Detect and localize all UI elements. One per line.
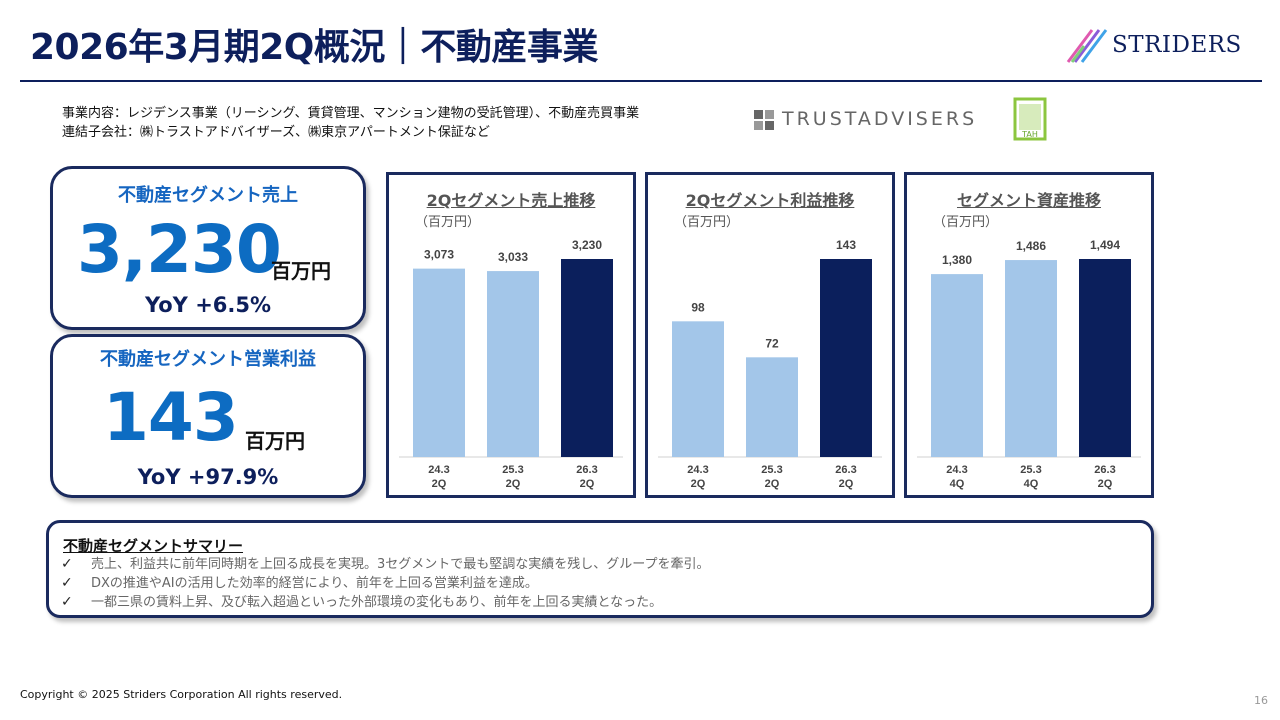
summary-item: ✓ 売上、利益共に前年同時期を上回る成長を実現。3セグメントで最も堅調な実績を残し… bbox=[61, 555, 710, 574]
striders-logo-icon bbox=[1066, 29, 1108, 63]
data-label: 1,380 bbox=[942, 253, 972, 267]
category-label: 25.3 bbox=[1020, 464, 1041, 476]
striders-logo: STRIDERS bbox=[1066, 26, 1256, 66]
data-label: 3,033 bbox=[498, 250, 528, 264]
tah-logo-text: TAH bbox=[1021, 130, 1038, 139]
page-number: 16 bbox=[1254, 694, 1268, 707]
data-label: 143 bbox=[836, 238, 856, 252]
category-label: 2Q bbox=[839, 478, 854, 490]
chart-title: セグメント資産推移 bbox=[956, 191, 1101, 210]
kpi-sales-yoy: YoY +6.5% bbox=[144, 293, 272, 317]
copyright: Copyright © 2025 Striders Corporation Al… bbox=[20, 688, 343, 701]
trust-advisers-logo-text: TRUSTADVISERS bbox=[782, 108, 978, 130]
chart-panel-sales: 2Qセグメント売上推移 （百万円） 3,073 24.3 2Q 3,033 25.3 2Q… bbox=[386, 172, 636, 498]
title-divider bbox=[20, 80, 1262, 82]
bar bbox=[672, 321, 724, 457]
kpi-profit-yoy: YoY +97.9% bbox=[137, 465, 279, 489]
summary-item: ✓ DXの推進やAIの活用した効率的経営により、前年を上回る営業利益を達成。 bbox=[61, 574, 710, 593]
category-label: 4Q bbox=[1024, 478, 1039, 490]
subsidiaries-line: 連結子会社：㈱トラストアドバイザーズ、㈱東京アパートメント保証など bbox=[62, 125, 490, 140]
trust-advisers-logo: TRUSTADVISERS bbox=[754, 108, 984, 132]
summary-title: 不動産セグメントサマリー bbox=[63, 537, 244, 555]
bar bbox=[1079, 259, 1131, 457]
chart-unit: （百万円） bbox=[674, 215, 740, 230]
check-icon: ✓ bbox=[61, 556, 73, 572]
category-label: 2Q bbox=[691, 478, 706, 490]
bar bbox=[1005, 260, 1057, 457]
summary-item: ✓ 一都三県の賃料上昇、及び転入超過といった外部環境の変化もあり、前年を上回る実績… bbox=[61, 593, 710, 612]
category-label: 26.3 bbox=[576, 464, 597, 476]
chart-unit: （百万円） bbox=[415, 215, 481, 230]
category-label: 2Q bbox=[432, 478, 447, 490]
kpi-sales-unit: 百万円 bbox=[271, 259, 331, 283]
kpi-sales-card: 不動産セグメント売上 3,230 百万円 YoY +6.5% bbox=[50, 166, 366, 330]
bar bbox=[746, 357, 798, 457]
kpi-profit-value: 143 bbox=[103, 379, 239, 456]
category-label: 4Q bbox=[950, 478, 965, 490]
bar bbox=[413, 268, 465, 457]
data-label: 1,486 bbox=[1016, 239, 1046, 253]
bar bbox=[487, 271, 539, 457]
kpi-profit-unit: 百万円 bbox=[245, 429, 305, 453]
category-label: 2Q bbox=[580, 478, 595, 490]
category-label: 25.3 bbox=[761, 464, 782, 476]
category-label: 2Q bbox=[765, 478, 780, 490]
bar bbox=[820, 259, 872, 457]
chart-sales-plot: 3,073 24.3 2Q 3,033 25.3 2Q 3,230 26.3 2Q bbox=[399, 238, 623, 490]
business-description-line: 事業内容：レジデンス事業（リーシング、賃貸管理、マンション建物の受託管理）、不動… bbox=[62, 106, 640, 121]
trust-advisers-mark-icon bbox=[754, 110, 774, 130]
data-label: 72 bbox=[765, 336, 779, 350]
data-label: 3,230 bbox=[572, 238, 602, 252]
check-icon: ✓ bbox=[61, 594, 73, 610]
chart-title: 2Qセグメント利益推移 bbox=[685, 191, 855, 210]
chart-profit-plot: 98 24.3 2Q 72 25.3 2Q 143 26.3 2Q bbox=[658, 238, 882, 490]
category-label: 2Q bbox=[1098, 478, 1113, 490]
business-description: 事業内容：レジデンス事業（リーシング、賃貸管理、マンション建物の受託管理）、不動… bbox=[62, 104, 639, 142]
data-label: 3,073 bbox=[424, 248, 454, 262]
page-title: 2026年3月期2Q概況｜不動産事業 bbox=[30, 27, 598, 68]
category-label: 2Q bbox=[506, 478, 521, 490]
summary-item-text: DXの推進やAIの活用した効率的経営により、前年を上回る営業利益を達成。 bbox=[91, 576, 538, 591]
kpi-profit-card: 不動産セグメント営業利益 143 百万円 YoY +97.9% bbox=[50, 334, 366, 498]
summary-box: 不動産セグメントサマリー ✓ 売上、利益共に前年同時期を上回る成長を実現。3セグメ… bbox=[46, 520, 1154, 618]
chart-assets-plot: 1,380 24.3 4Q 1,486 25.3 4Q 1,494 26.3 2Q bbox=[917, 238, 1141, 490]
chart-panel-profit: 2Qセグメント利益推移 （百万円） 98 24.3 2Q 72 25.3 2Q 143 26.… bbox=[645, 172, 895, 498]
chart-title: 2Qセグメント売上推移 bbox=[426, 191, 596, 210]
category-label: 24.3 bbox=[946, 464, 967, 476]
data-label: 98 bbox=[691, 300, 705, 314]
striders-logo-text: STRIDERS bbox=[1112, 32, 1242, 58]
summary-list: ✓ 売上、利益共に前年同時期を上回る成長を実現。3セグメントで最も堅調な実績を残し… bbox=[61, 555, 710, 612]
chart-unit: （百万円） bbox=[933, 215, 999, 230]
category-label: 24.3 bbox=[687, 464, 708, 476]
summary-item-text: 一都三県の賃料上昇、及び転入超過といった外部環境の変化もあり、前年を上回る実績と… bbox=[91, 595, 663, 610]
category-label: 26.3 bbox=[1094, 464, 1115, 476]
category-label: 26.3 bbox=[835, 464, 856, 476]
kpi-sales-label: 不動産セグメント売上 bbox=[118, 185, 298, 206]
category-label: 24.3 bbox=[428, 464, 449, 476]
category-label: 25.3 bbox=[502, 464, 523, 476]
bar bbox=[561, 259, 613, 457]
check-icon: ✓ bbox=[61, 575, 73, 591]
chart-panel-assets: セグメント資産推移 （百万円） 1,380 24.3 4Q 1,486 25.3 4Q 1,… bbox=[904, 172, 1154, 498]
kpi-sales-value: 3,230 bbox=[77, 211, 282, 288]
summary-item-text: 売上、利益共に前年同時期を上回る成長を実現。3セグメントで最も堅調な実績を残し、… bbox=[91, 557, 710, 572]
tah-logo: TAH bbox=[1013, 97, 1047, 141]
kpi-profit-label: 不動産セグメント営業利益 bbox=[100, 349, 316, 370]
data-label: 1,494 bbox=[1090, 238, 1120, 252]
bar bbox=[931, 274, 983, 457]
